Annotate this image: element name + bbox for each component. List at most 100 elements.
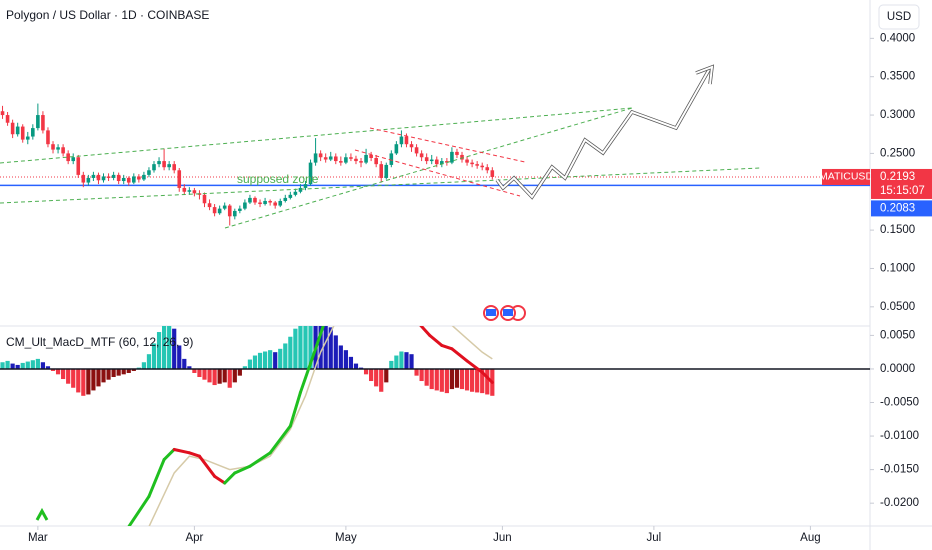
histogram-bar [45, 366, 51, 369]
histogram-bar [343, 350, 348, 369]
histogram-bar [202, 368, 207, 380]
candle-body [207, 203, 212, 208]
candle-body [485, 167, 490, 171]
x-tick-label: May [335, 532, 357, 544]
candle-body [101, 176, 106, 181]
histogram-bar [222, 368, 227, 383]
candle-body [359, 161, 363, 163]
histogram-bar [374, 368, 379, 387]
candle-body [137, 176, 141, 180]
candle-body [61, 147, 65, 154]
histogram-bar [394, 355, 399, 369]
candle-body [298, 187, 303, 192]
histogram-bar [187, 366, 192, 369]
last-price: 0.2193 [880, 171, 915, 183]
histogram-bar [96, 368, 101, 387]
histogram-bar [81, 368, 86, 396]
histogram-bar [91, 368, 96, 391]
y-tick-label: 0.0050 [880, 329, 915, 341]
candle-body [25, 136, 30, 140]
histogram-bar [15, 364, 20, 369]
macd-segment [233, 464, 252, 475]
trend-line [354, 149, 521, 197]
histogram-bar [348, 356, 354, 369]
candle-body [445, 161, 449, 163]
histogram-bar [262, 351, 268, 369]
histogram-bar [61, 368, 66, 380]
histogram-bar [10, 363, 15, 369]
countdown: 15:15:07 [880, 185, 925, 197]
histogram-bar [353, 363, 359, 369]
annotation: supposed zone [237, 172, 319, 186]
candle-body [303, 184, 308, 188]
histogram-bar [409, 354, 414, 369]
histogram-bar [162, 326, 167, 369]
candle-body [293, 191, 298, 195]
candle-body [369, 154, 373, 159]
trend-line [0, 167, 761, 204]
y-tick-label: -0.0150 [880, 464, 919, 476]
histogram-bar [237, 368, 242, 376]
histogram-bar [182, 358, 187, 369]
candle-body [409, 144, 414, 148]
chart-title: Polygon / US Dollar · 1D · COINBASE [6, 8, 209, 22]
candle-body [177, 170, 182, 188]
candle-body [111, 174, 116, 178]
histogram-bar [318, 326, 323, 369]
macd-segment [480, 370, 494, 384]
histogram-bar [429, 368, 434, 390]
candle-body [126, 177, 131, 183]
candle-body [465, 159, 469, 163]
histogram-bar [192, 368, 197, 373]
candle-body [217, 208, 222, 214]
candle-body [132, 176, 136, 183]
histogram-bar [303, 326, 308, 369]
histogram-bar [232, 368, 237, 383]
histogram-bar [308, 326, 313, 369]
macd-segment [450, 347, 469, 363]
histogram-bar [50, 368, 56, 371]
histogram-bar [35, 358, 40, 369]
hline-price-box [871, 200, 932, 217]
flag [486, 309, 496, 316]
hline-price: 0.2083 [880, 202, 915, 214]
currency[interactable]: USD [887, 11, 911, 23]
histogram-bar [338, 345, 343, 369]
histogram-bar [172, 328, 177, 369]
y-tick-label: 0.1500 [880, 224, 915, 236]
histogram-bar [414, 368, 419, 376]
trend-line [369, 127, 526, 163]
candle-body [76, 157, 81, 175]
candle-body [394, 144, 399, 154]
histogram-bar [444, 368, 449, 394]
histogram-bar [217, 368, 222, 384]
candle-body [152, 164, 156, 171]
macd-segment [428, 333, 444, 347]
histogram-bar [5, 360, 10, 369]
candle-body [333, 156, 338, 162]
flag [503, 309, 513, 316]
currency-button[interactable] [878, 4, 920, 30]
histogram-bar [247, 359, 253, 369]
candle-body [450, 151, 454, 163]
candle-body [273, 202, 277, 206]
histogram-bar [434, 368, 439, 391]
y-tick-label: 0.2500 [880, 147, 915, 159]
candle-body [384, 164, 389, 178]
histogram-bar [151, 343, 157, 369]
candle-body [455, 151, 459, 155]
macd-segment [147, 458, 166, 498]
candle-body [339, 161, 343, 163]
candle-body [46, 130, 50, 145]
drawings [0, 64, 761, 321]
arrow-head [695, 65, 714, 85]
y-tick-label: 0.4000 [880, 32, 915, 44]
macd-segment [187, 451, 201, 458]
candle-body [424, 157, 429, 162]
candle-body [263, 200, 267, 205]
histogram-bar [363, 368, 369, 375]
histogram-bar [328, 327, 333, 369]
histogram-bar [475, 368, 480, 393]
histogram-bar [106, 368, 111, 380]
